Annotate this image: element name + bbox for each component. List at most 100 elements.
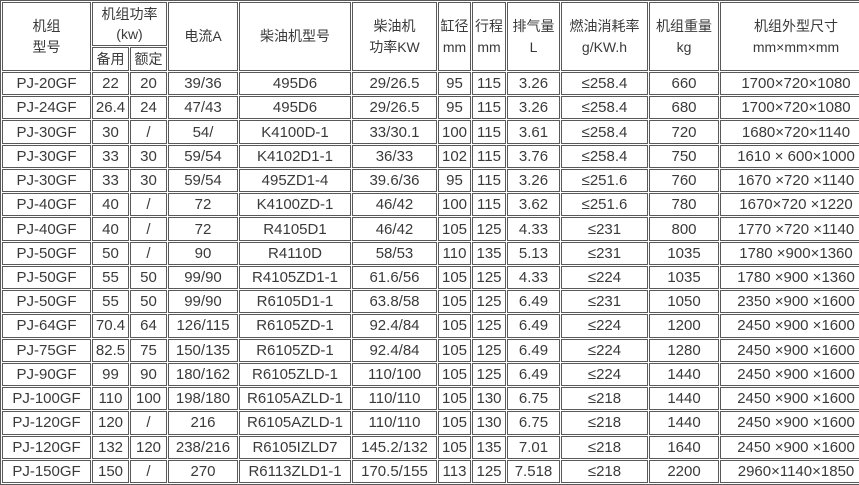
cell-fuel: ≤231 bbox=[561, 217, 648, 241]
cell-displacement: 6.49 bbox=[507, 338, 560, 362]
cell-dimensions: 1670×720 ×1220 bbox=[720, 193, 859, 217]
cell-standby: 55 bbox=[92, 290, 129, 314]
cell-dimensions: 2450 ×900 ×1600 bbox=[720, 338, 859, 362]
cell-model: PJ-50GF bbox=[2, 265, 91, 290]
cell-dimensions: 2450 ×900 ×1600 bbox=[720, 314, 859, 338]
cell-model: PJ-100GF bbox=[2, 387, 91, 411]
cell-engine-power: 92.4/84 bbox=[352, 314, 437, 338]
cell-stroke: 135 bbox=[472, 435, 506, 459]
cell-engine: 495D6 bbox=[239, 96, 351, 120]
cell-rated: / bbox=[130, 241, 167, 265]
cell-current: 54/ bbox=[168, 120, 238, 144]
cell-rated: 50 bbox=[130, 265, 167, 290]
table-row: PJ-150GF 150/270 R6113ZLD1-1 170.5/155 113 12… bbox=[2, 459, 859, 483]
cell-model: PJ-50GF bbox=[2, 290, 91, 314]
header-stroke-line1: 行程 bbox=[475, 18, 503, 35]
cell-engine-power: 61.6/56 bbox=[352, 265, 437, 290]
cell-current: 180/162 bbox=[168, 362, 238, 387]
header-fuel-consumption-line2: g/KW.h bbox=[581, 38, 628, 55]
cell-current: 126/115 bbox=[168, 314, 238, 338]
cell-bore: 105 bbox=[438, 435, 471, 459]
cell-rated: / bbox=[130, 217, 167, 241]
cell-standby: 132 bbox=[92, 435, 129, 459]
cell-stroke: 135 bbox=[472, 241, 506, 265]
cell-engine-power: 58/53 bbox=[352, 241, 437, 265]
cell-displacement: 6.49 bbox=[507, 290, 560, 314]
header-displacement-line2: L bbox=[529, 38, 538, 55]
cell-displacement: 5.13 bbox=[507, 241, 560, 265]
cell-fuel: ≤224 bbox=[561, 265, 648, 290]
header-unit-power-line2: (kw) bbox=[116, 26, 143, 42]
table-row: PJ-100GF 110 100 198/180 R6105AZLD-1 110/110 1… bbox=[2, 387, 859, 411]
cell-engine: K4100ZD-1 bbox=[239, 193, 351, 217]
cell-displacement: 6.75 bbox=[507, 411, 560, 435]
cell-weight: 1440 bbox=[649, 387, 719, 411]
table-row: PJ-120GF 132 120 238/216 R6105IZLD7 145.2/132… bbox=[2, 435, 859, 459]
cell-fuel: ≤258.4 bbox=[561, 72, 648, 96]
cell-displacement: 3.61 bbox=[507, 120, 560, 144]
cell-standby: 30 bbox=[92, 120, 129, 144]
cell-fuel: ≤231 bbox=[561, 290, 648, 314]
cell-rated: 30 bbox=[130, 168, 167, 193]
cell-rated: 50 bbox=[130, 290, 167, 314]
cell-engine: R4110D bbox=[239, 241, 351, 265]
cell-bore: 110 bbox=[438, 241, 471, 265]
cell-displacement: 3.62 bbox=[507, 193, 560, 217]
cell-dimensions: 2450 ×900 ×1600 bbox=[720, 411, 859, 435]
header-current-label: 电流A bbox=[184, 28, 222, 45]
cell-standby: 40 bbox=[92, 217, 129, 241]
cell-model: PJ-75GF bbox=[2, 338, 91, 362]
cell-engine-power: 39.6/36 bbox=[352, 168, 437, 193]
cell-engine: R6105AZLD-1 bbox=[239, 411, 351, 435]
cell-bore: 105 bbox=[438, 290, 471, 314]
cell-weight: 1440 bbox=[649, 411, 719, 435]
table-row: PJ-40GF 40/72 R4105D1 46/42 105 125 4.33 ≤231 80… bbox=[2, 217, 859, 241]
cell-dimensions: 2450 ×900 ×1600 bbox=[720, 362, 859, 387]
cell-stroke: 115 bbox=[472, 96, 506, 120]
cell-weight: 750 bbox=[649, 144, 719, 168]
cell-fuel: ≤224 bbox=[561, 362, 648, 387]
cell-dimensions: 2450 ×900 ×1600 bbox=[720, 387, 859, 411]
cell-stroke: 125 bbox=[472, 459, 506, 483]
spec-table-header: 机组 型号 机组功率 (kw) 电流A 柴油机型号 柴油机 功率KW bbox=[2, 2, 859, 71]
cell-stroke: 130 bbox=[472, 411, 506, 435]
cell-weight: 1050 bbox=[649, 290, 719, 314]
cell-weight: 1200 bbox=[649, 314, 719, 338]
cell-displacement: 3.26 bbox=[507, 168, 560, 193]
cell-weight: 1035 bbox=[649, 265, 719, 290]
cell-rated: / bbox=[130, 193, 167, 217]
cell-dimensions: 1700×720×1080 bbox=[720, 72, 859, 96]
cell-bore: 105 bbox=[438, 338, 471, 362]
cell-dimensions: 1610 × 600×1000 bbox=[720, 144, 859, 168]
cell-dimensions: 1700×720×1080 bbox=[720, 96, 859, 120]
cell-dimensions: 1680×720×1140 bbox=[720, 120, 859, 144]
cell-model: PJ-64GF bbox=[2, 314, 91, 338]
cell-fuel: ≤258.4 bbox=[561, 96, 648, 120]
cell-standby: 33 bbox=[92, 144, 129, 168]
cell-standby: 82.5 bbox=[92, 338, 129, 362]
cell-stroke: 125 bbox=[472, 362, 506, 387]
table-row: PJ-120GF 120/216 R6105AZLD-1 110/110 105 130 6… bbox=[2, 411, 859, 435]
cell-engine: K4100D-1 bbox=[239, 120, 351, 144]
cell-bore: 95 bbox=[438, 72, 471, 96]
cell-engine: R6113ZLD1-1 bbox=[239, 459, 351, 483]
cell-displacement: 3.76 bbox=[507, 144, 560, 168]
cell-displacement: 6.49 bbox=[507, 362, 560, 387]
cell-fuel: ≤258.4 bbox=[561, 120, 648, 144]
cell-engine: R6105ZD-1 bbox=[239, 338, 351, 362]
cell-bore: 102 bbox=[438, 144, 471, 168]
cell-current: 99/90 bbox=[168, 290, 238, 314]
cell-displacement: 4.33 bbox=[507, 217, 560, 241]
header-power-rated: 额定 bbox=[130, 47, 167, 71]
header-weight: 机组重量 kg bbox=[649, 2, 719, 71]
table-row: PJ-30GF 33 30 59/54 K4102D1-1 36/33 102 115 3.76… bbox=[2, 144, 859, 168]
table-row: PJ-75GF 82.5 75 150/135 R6105ZD-1 92.4/84 105 1… bbox=[2, 338, 859, 362]
table-row: PJ-20GF 22 20 39/36 495D6 29/26.5 95 115 3.26 ≤25… bbox=[2, 72, 859, 96]
table-row: PJ-50GF 55 50 99/90 R4105ZD1-1 61.6/56 105 125 4… bbox=[2, 265, 859, 290]
cell-model: PJ-30GF bbox=[2, 144, 91, 168]
cell-displacement: 3.26 bbox=[507, 72, 560, 96]
cell-displacement: 6.49 bbox=[507, 314, 560, 338]
cell-bore: 105 bbox=[438, 217, 471, 241]
cell-rated: 64 bbox=[130, 314, 167, 338]
